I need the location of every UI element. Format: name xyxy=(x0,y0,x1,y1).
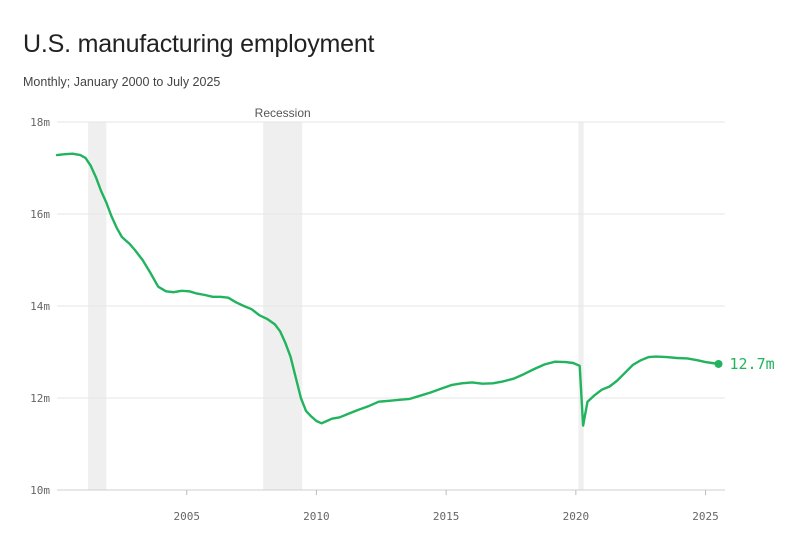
x-axis: 2005 2010 2015 2020 2025 xyxy=(173,490,719,523)
y-axis: 10m 12m 14m 16m 18m xyxy=(30,116,50,497)
y-tick-label: 16m xyxy=(30,208,50,221)
recession-label: Recession xyxy=(255,106,311,120)
gridlines xyxy=(57,121,725,491)
x-tick-label: 2025 xyxy=(692,510,719,523)
y-tick-label: 14m xyxy=(30,300,50,313)
y-tick-label: 10m xyxy=(30,484,50,497)
x-tick-label: 2015 xyxy=(433,510,460,523)
x-tick-label: 2005 xyxy=(173,510,200,523)
chart-subtitle: Monthly; January 2000 to July 2025 xyxy=(23,75,221,89)
x-tick-label: 2020 xyxy=(563,510,590,523)
series-line-manufacturing-employment xyxy=(55,152,720,427)
chart-title: U.S. manufacturing employment xyxy=(23,30,375,58)
y-tick-label: 18m xyxy=(30,116,50,129)
end-value-label: 12.7m xyxy=(730,355,775,373)
y-tick-label: 12m xyxy=(30,392,50,405)
end-point-marker xyxy=(714,359,723,368)
recession-bands: Recession xyxy=(88,106,584,490)
x-tick-label: 2010 xyxy=(303,510,330,523)
